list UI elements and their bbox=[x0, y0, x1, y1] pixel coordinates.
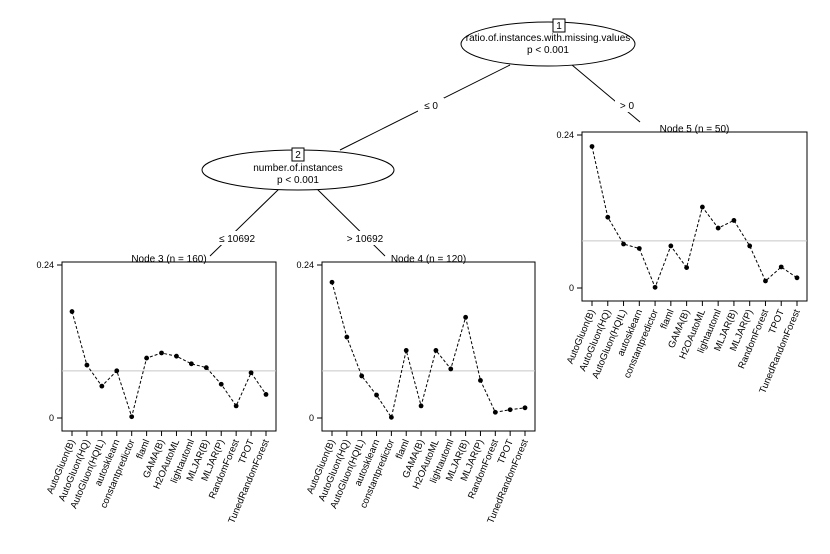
terminal-node-panel: Node 5 (n = 50)0.240AutoGluon(B)AutoGluo… bbox=[556, 124, 808, 395]
data-point bbox=[329, 279, 335, 285]
terminal-node-panel: Node 3 (n = 160)0.240AutoGluon(B)AutoGlu… bbox=[36, 254, 277, 525]
data-point bbox=[763, 278, 768, 284]
data-point bbox=[129, 414, 135, 420]
data-point bbox=[492, 409, 498, 415]
node2-variable: number.of.instances bbox=[253, 163, 343, 174]
data-point bbox=[605, 214, 611, 220]
data-point bbox=[448, 366, 454, 372]
edge-node2-to-node4 bbox=[315, 187, 386, 257]
plot-frame bbox=[581, 131, 808, 302]
edge-label-bg bbox=[615, 98, 639, 112]
split-label-root-left: ≤ 0 bbox=[424, 101, 438, 112]
y-tick-label: 0 bbox=[309, 413, 314, 423]
root-node-id: 1 bbox=[556, 21, 562, 32]
data-point bbox=[731, 218, 737, 223]
edge-label-bg bbox=[342, 231, 388, 245]
edge-label-bg bbox=[418, 98, 444, 112]
data-point bbox=[684, 265, 690, 270]
data-point bbox=[84, 362, 90, 368]
data-point bbox=[359, 373, 365, 379]
data-point bbox=[418, 403, 424, 409]
data-point bbox=[159, 350, 164, 356]
data-point bbox=[794, 275, 800, 281]
panel-title: Node 5 (n = 50) bbox=[660, 124, 730, 135]
data-point bbox=[388, 414, 394, 420]
data-point bbox=[218, 381, 224, 387]
split-label-node2-left: ≤ 10692 bbox=[219, 234, 256, 245]
root-node-id-box bbox=[552, 18, 566, 33]
data-point bbox=[403, 348, 409, 353]
data-point bbox=[344, 334, 350, 340]
data-point bbox=[478, 377, 483, 383]
series-line bbox=[331, 282, 526, 419]
data-point bbox=[69, 309, 75, 314]
data-point bbox=[203, 365, 209, 371]
data-point bbox=[233, 403, 239, 409]
data-point bbox=[188, 361, 194, 367]
data-point bbox=[99, 383, 105, 389]
node2-id: 2 bbox=[295, 150, 301, 161]
y-tick-label: 0.24 bbox=[36, 260, 54, 270]
data-point bbox=[174, 353, 179, 359]
data-point bbox=[463, 314, 469, 320]
data-point bbox=[507, 407, 513, 413]
data-point bbox=[636, 246, 642, 251]
node2-id-box bbox=[291, 147, 305, 162]
root-node-ellipse bbox=[460, 21, 636, 67]
series-line bbox=[71, 311, 267, 419]
data-point bbox=[621, 241, 626, 247]
node2-pvalue: p < 0.001 bbox=[277, 175, 319, 186]
plot-frame bbox=[321, 261, 536, 432]
root-node-pvalue: p < 0.001 bbox=[527, 45, 569, 56]
edge-root-to-node5 bbox=[571, 64, 641, 123]
data-point bbox=[652, 284, 658, 290]
split-label-node2-right: > 10692 bbox=[347, 234, 384, 245]
y-tick-label: 0 bbox=[569, 283, 574, 293]
split-label-root-right: > 0 bbox=[620, 101, 635, 112]
panel-title: Node 4 (n = 120) bbox=[391, 254, 466, 265]
data-point bbox=[589, 144, 595, 149]
panel-title: Node 3 (n = 160) bbox=[131, 254, 206, 265]
terminal-node-panel: Node 4 (n = 120)0.240AutoGluon(B)AutoGlu… bbox=[296, 254, 536, 525]
y-tick-label: 0 bbox=[49, 413, 54, 423]
data-point bbox=[248, 370, 254, 376]
series-line bbox=[591, 146, 798, 289]
data-point bbox=[144, 355, 150, 361]
data-point bbox=[114, 368, 120, 374]
plot-frame bbox=[61, 261, 277, 432]
data-point bbox=[747, 243, 753, 249]
data-point bbox=[668, 243, 674, 249]
data-point bbox=[778, 264, 784, 270]
data-point bbox=[263, 392, 269, 397]
y-tick-label: 0.24 bbox=[296, 260, 314, 270]
data-point bbox=[374, 392, 379, 398]
y-tick-label: 0.24 bbox=[556, 130, 574, 140]
data-point bbox=[715, 225, 721, 231]
root-node-variable: ratio.of.instances.with.missing.values bbox=[466, 33, 631, 44]
edge-node2-to-node3 bbox=[209, 187, 281, 257]
data-point bbox=[433, 348, 439, 353]
data-point bbox=[699, 204, 705, 210]
data-point bbox=[522, 405, 528, 411]
edge-label-bg bbox=[214, 231, 260, 245]
